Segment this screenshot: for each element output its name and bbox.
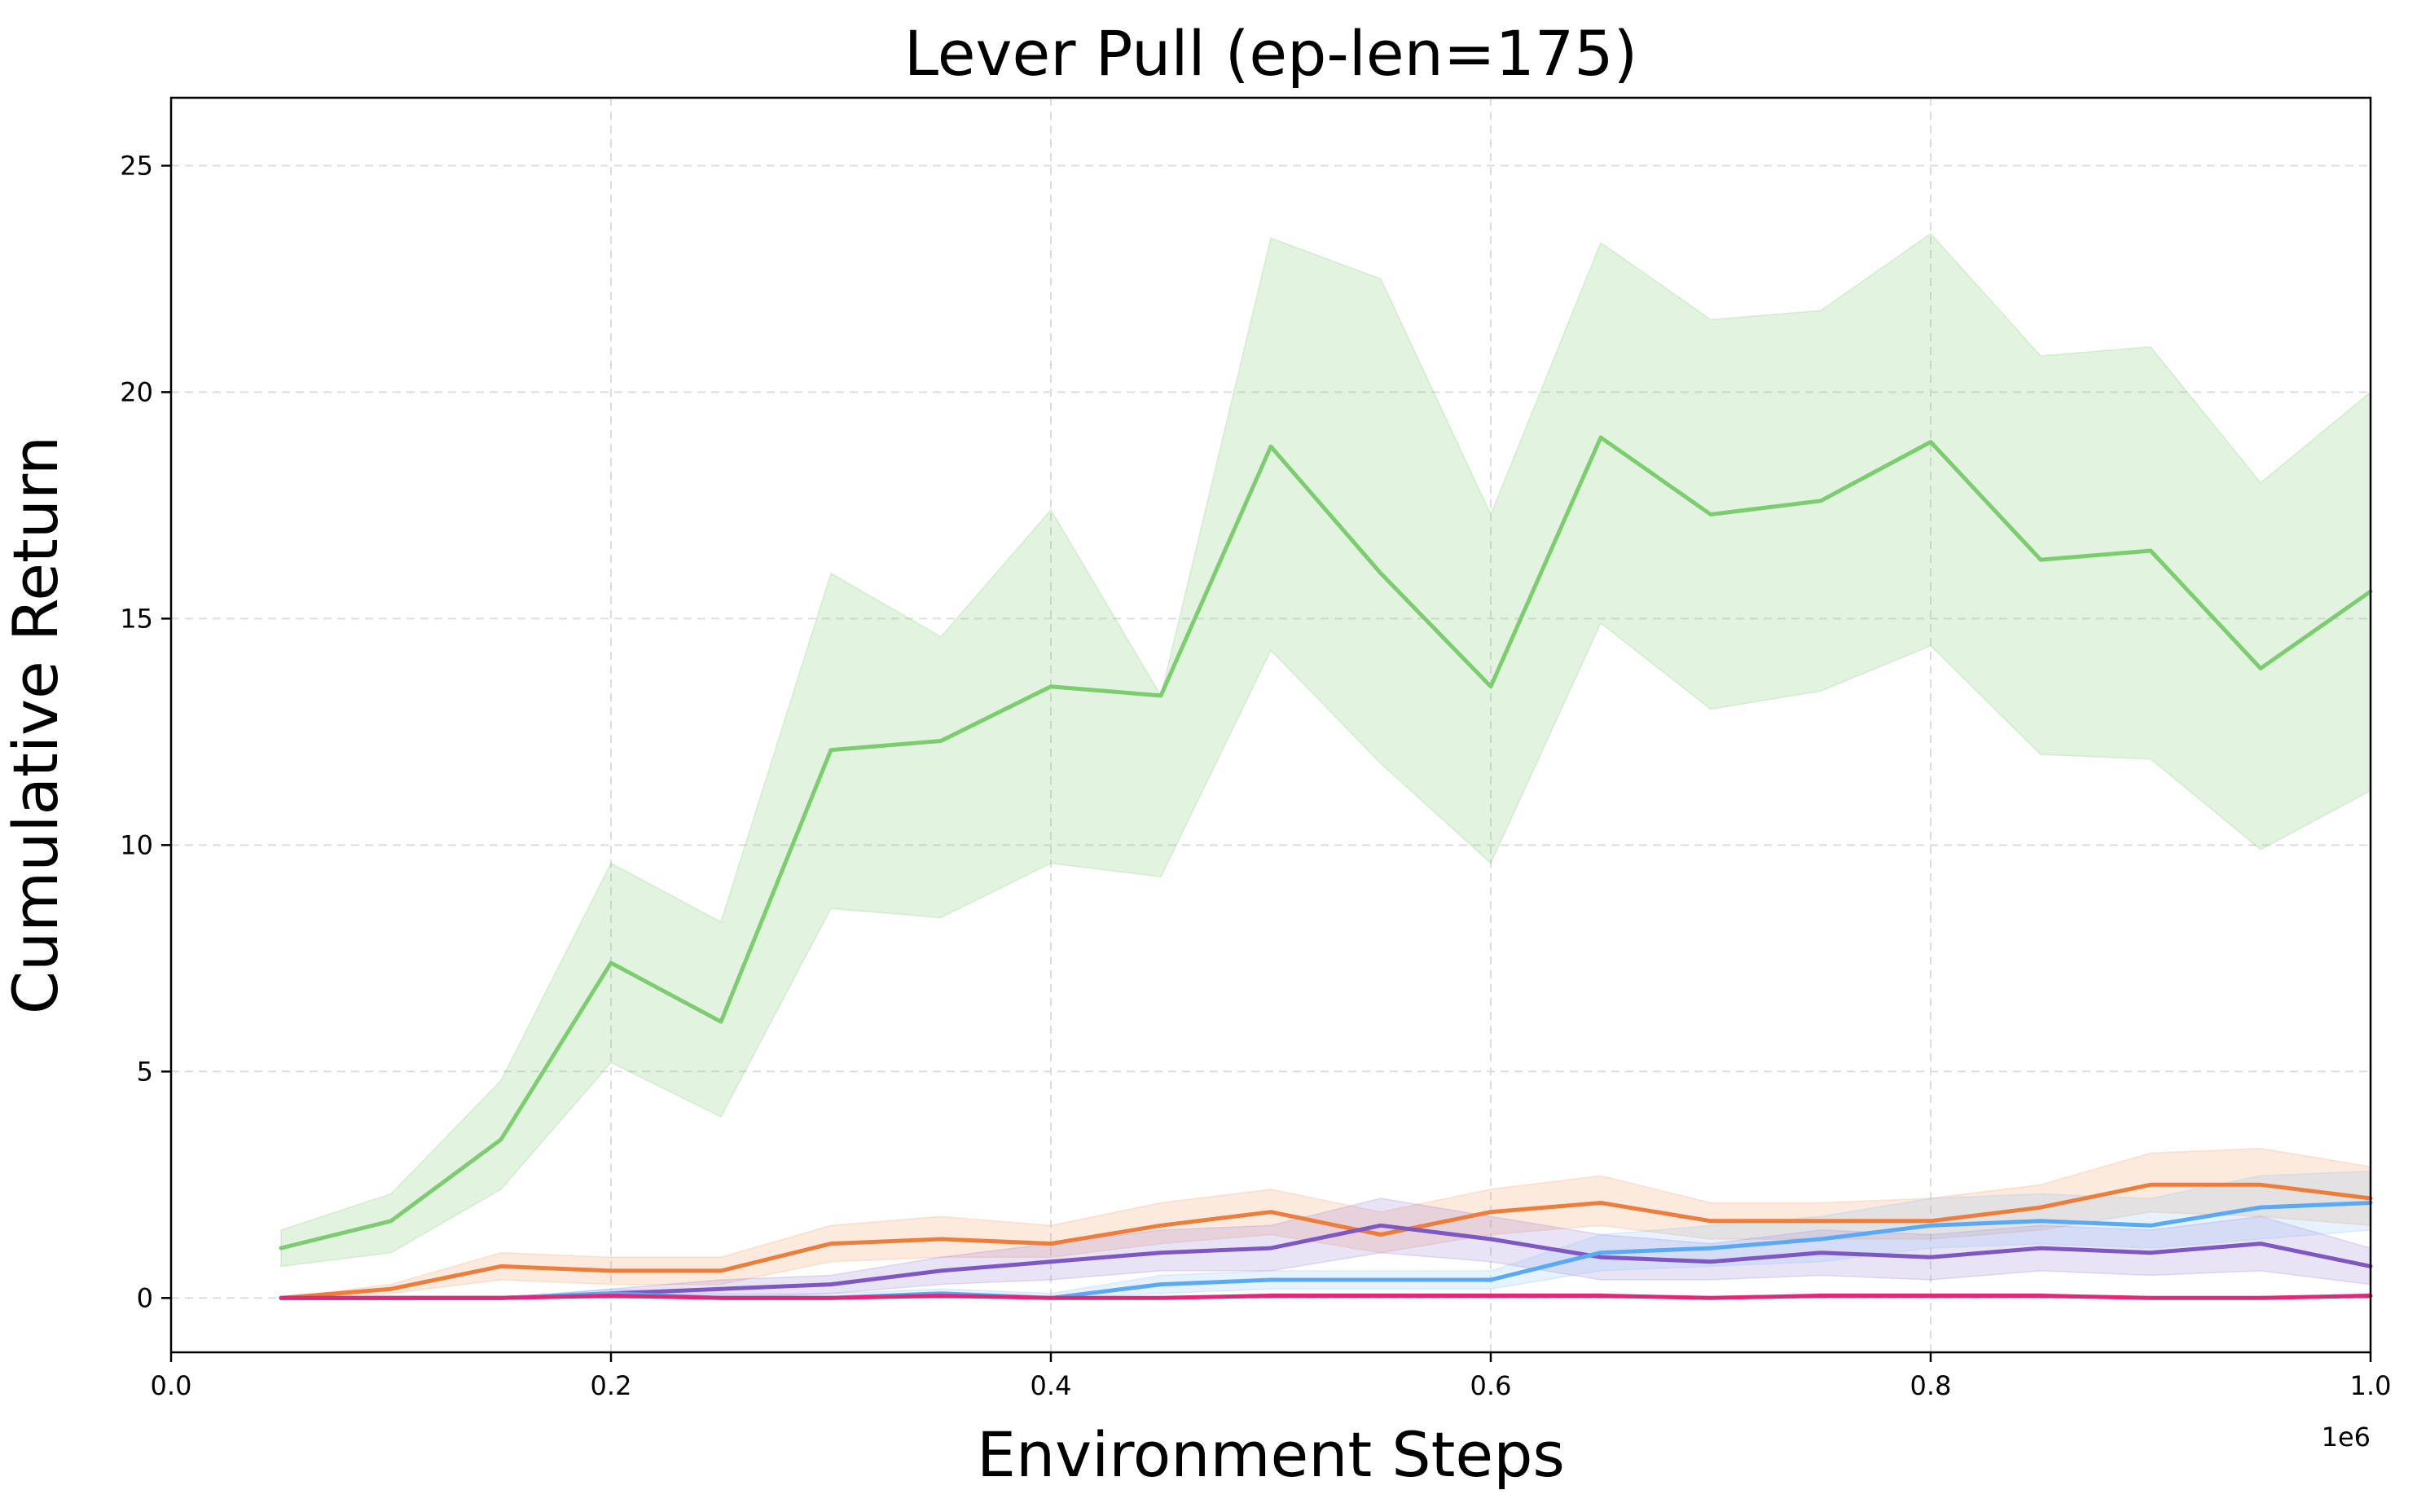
- x-tick-label: 0.0: [151, 1370, 192, 1401]
- series-lines: [279, 435, 2373, 1300]
- x-axis-ticks: 0.0 0.2 0.4 0.6 0.8 1.0: [151, 1352, 2392, 1401]
- y-tick-label: 10: [120, 829, 153, 860]
- y-tick-label: 25: [120, 150, 153, 181]
- plot-frame: [169, 96, 2372, 1354]
- y-axis-label: Cumulative Return: [0, 436, 72, 1014]
- y-tick-label: 20: [120, 376, 153, 407]
- x-axis-label: Environment Steps: [977, 1418, 1565, 1491]
- x-tick-label: 1.0: [2350, 1370, 2392, 1401]
- x-tick-label: 0.8: [1910, 1370, 1952, 1401]
- x-tick-label: 0.4: [1031, 1370, 1072, 1401]
- x-axis-offset-label: 1e6: [2322, 1422, 2371, 1453]
- y-tick-label: 15: [120, 603, 153, 634]
- y-tick-label: 0: [137, 1282, 153, 1313]
- y-tick-label: 5: [137, 1056, 153, 1087]
- grid: [170, 98, 2371, 1352]
- x-tick-label: 0.6: [1470, 1370, 1512, 1401]
- series-line-0: [279, 435, 2373, 1250]
- x-tick-label: 0.2: [591, 1370, 632, 1401]
- series-line-1: [279, 1182, 2373, 1300]
- chart-title: Lever Pull (ep-len=175): [904, 17, 1637, 90]
- y-axis-ticks: 0 5 10 15 20 25: [120, 150, 171, 1313]
- series-line-4: [279, 1294, 2373, 1300]
